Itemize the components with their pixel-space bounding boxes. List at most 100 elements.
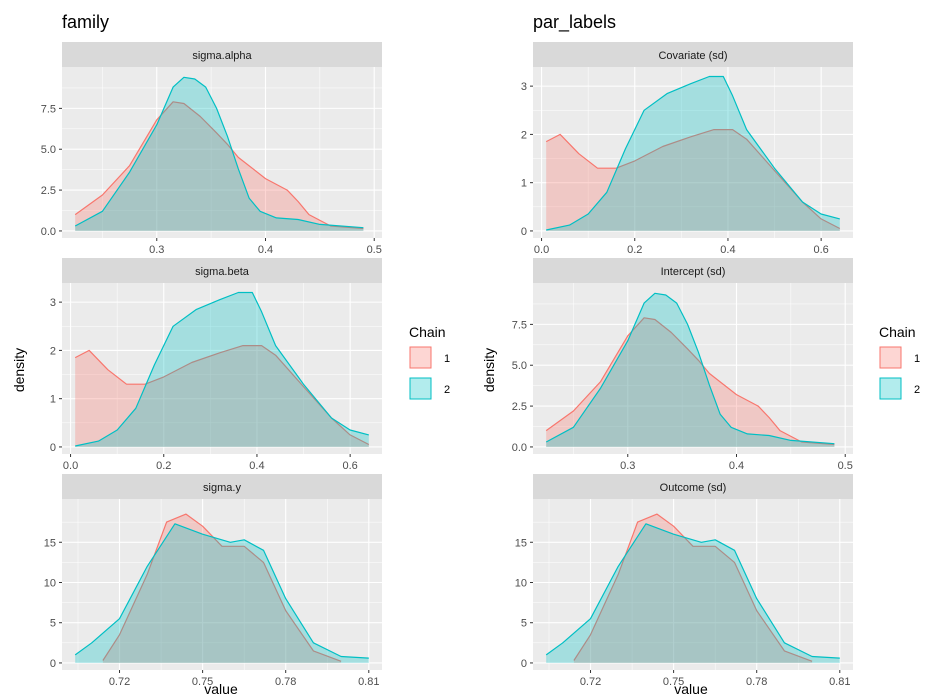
facet-panel: Intercept (sd) 0.3 0.4 0.5 0.0 2.5 5.0 7.5 [512, 258, 853, 472]
density-line-chain-1 [573, 513, 813, 662]
density-area-chain-1 [75, 101, 364, 231]
density-line-chain-2 [75, 291, 369, 447]
x-tick-label: 0.6 [814, 244, 829, 256]
y-axis-title-right: density [481, 348, 497, 392]
x-tick-label: 0.0 [63, 460, 78, 472]
x-axis-title-right: value [674, 681, 708, 697]
facet-panel: Covariate (sd) 0.0 0.2 0.4 0.6 0 1 2 3 [521, 42, 853, 256]
facet-strip-label: Covariate (sd) [658, 50, 727, 62]
density-area-chain-2 [546, 523, 840, 663]
facet-strip [533, 42, 853, 67]
legend-label-chain-2: 2 [914, 384, 920, 396]
y-tick-label: 0 [521, 658, 527, 670]
x-tick-label: 0.4 [249, 460, 264, 472]
x-tick-label: 0.81 [358, 676, 379, 688]
legend-label-chain-2: 2 [444, 384, 450, 396]
y-tick-label: 1 [521, 178, 527, 190]
legend-key-chain-1 [879, 346, 902, 369]
y-tick-label: 7.5 [512, 319, 527, 331]
legend-right: Chain 1 2 [879, 324, 920, 400]
facet-strip-label: sigma.y [203, 482, 241, 494]
panel-background [62, 283, 382, 454]
x-tick-label: 0.78 [275, 676, 296, 688]
y-tick-label: 5 [521, 618, 527, 630]
y-tick-label: 3 [521, 81, 527, 93]
facet-strip [533, 258, 853, 283]
facet-panel: sigma.beta 0.0 0.2 0.4 0.6 0 1 2 3 [50, 258, 382, 472]
y-tick-label: 5.0 [41, 144, 56, 156]
x-tick-label: 0.75 [192, 676, 213, 688]
x-axis-title-left: value [204, 681, 238, 697]
x-tick-label: 0.6 [343, 460, 358, 472]
facet-strip-label: sigma.alpha [192, 50, 252, 62]
facet-strip [62, 258, 382, 283]
x-tick-label: 0.72 [580, 676, 601, 688]
y-tick-label: 0 [50, 442, 56, 454]
x-tick-label: 0.4 [729, 460, 744, 472]
legend-key-chain-2 [879, 377, 902, 400]
density-area-chain-2 [75, 77, 364, 231]
density-line-chain-2 [545, 523, 840, 659]
x-tick-label: 0.5 [838, 460, 853, 472]
density-area-chain-1 [102, 514, 342, 663]
facet-panel: Outcome (sd) 0.72 0.75 0.78 0.81 0 5 10 15 [515, 474, 853, 688]
panel-background [533, 67, 853, 238]
density-area-chain-1 [546, 129, 840, 231]
facet-panel: sigma.y 0.72 0.75 0.78 0.81 0 5 10 15 [44, 474, 382, 688]
density-line-chain-2 [546, 75, 840, 231]
y-axis-title-left: density [11, 348, 27, 392]
x-tick-label: 0.3 [620, 460, 635, 472]
x-tick-label: 0.81 [829, 676, 850, 688]
x-tick-label: 0.78 [746, 676, 767, 688]
legend-left: Chain 1 2 [409, 324, 450, 400]
density-line-chain-2 [74, 76, 364, 229]
plot-title-right: par_labels [533, 12, 616, 33]
x-tick-label: 0.4 [258, 244, 273, 256]
y-tick-label: 0.0 [41, 226, 56, 238]
density-line-chain-1 [102, 513, 342, 662]
facet-strip-label: sigma.beta [195, 266, 250, 278]
y-tick-label: 2.5 [41, 185, 56, 197]
x-tick-label: 0.2 [156, 460, 171, 472]
x-tick-label: 0.75 [663, 676, 684, 688]
legend-title: Chain [879, 324, 916, 340]
density-area-chain-1 [75, 345, 369, 447]
legend-label-chain-1: 1 [444, 353, 450, 365]
legend-key-chain-1 [409, 346, 432, 369]
density-area-chain-2 [546, 76, 840, 231]
y-tick-label: 2 [521, 129, 527, 141]
y-tick-label: 3 [50, 297, 56, 309]
y-tick-label: 10 [44, 577, 56, 589]
panel-background [533, 283, 853, 454]
density-area-chain-1 [573, 514, 813, 663]
x-tick-label: 0.72 [109, 676, 130, 688]
density-area-chain-2 [75, 292, 369, 447]
x-tick-label: 0.5 [367, 244, 382, 256]
y-tick-label: 10 [515, 577, 527, 589]
x-tick-label: 0.4 [720, 244, 735, 256]
y-tick-label: 5 [50, 618, 56, 630]
y-tick-label: 0.0 [512, 442, 527, 454]
y-tick-label: 5.0 [512, 360, 527, 372]
y-tick-label: 7.5 [41, 103, 56, 115]
plot-title-left: family [62, 12, 109, 32]
density-area-chain-1 [546, 317, 835, 447]
y-tick-label: 15 [44, 537, 56, 549]
facet-strip-label: Intercept (sd) [661, 266, 726, 278]
y-tick-label: 2 [50, 345, 56, 357]
panel-background [62, 67, 382, 238]
facet-strip [533, 474, 853, 499]
y-tick-label: 0 [50, 658, 56, 670]
legend-title: Chain [409, 324, 446, 340]
facet-strip [62, 474, 382, 499]
y-tick-label: 15 [515, 537, 527, 549]
legend-label-chain-1: 1 [914, 353, 920, 365]
y-tick-label: 1 [50, 394, 56, 406]
density-area-chain-2 [75, 523, 369, 663]
y-tick-label: 0 [521, 226, 527, 238]
density-line-chain-2 [74, 523, 369, 659]
legend-key-chain-2 [409, 377, 432, 400]
facet-panel: sigma.alpha 0.3 0.4 0.5 0.0 2.5 5.0 7.5 [41, 42, 382, 256]
facet-strip [62, 42, 382, 67]
